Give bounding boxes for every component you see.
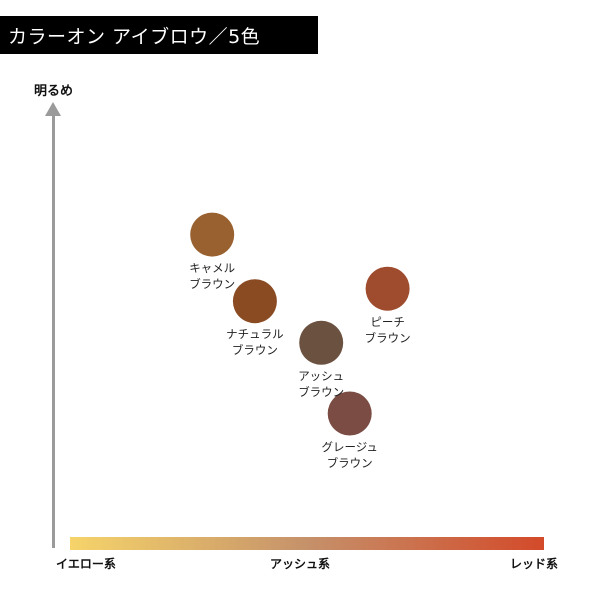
point-label-line: ブラウン <box>298 384 345 399</box>
point-label-line: ブラウン <box>326 455 373 470</box>
y-axis-label: 明るめ <box>34 84 74 99</box>
x-axis-label-red: レッド系 <box>510 557 559 571</box>
point-label-line: グレージュ <box>321 439 378 454</box>
point-label-line: ピーチ <box>370 314 405 329</box>
color-swatch-point <box>365 266 410 311</box>
y-axis-line <box>52 114 55 548</box>
point-label: アッシュ ブラウン <box>266 368 376 400</box>
point-label: グレージュ ブラウン <box>295 439 405 471</box>
point-label: ピーチ ブラウン <box>333 314 443 346</box>
x-axis-label-yellow: イエロー系 <box>56 557 116 571</box>
color-swatch-point <box>190 212 235 257</box>
color-swatch-point <box>299 320 344 365</box>
point-label-line: ブラウン <box>364 330 411 345</box>
point-label-line: ブラウン <box>189 276 236 291</box>
color-swatch-point <box>232 279 277 324</box>
point-label-line: キャメル <box>189 260 236 275</box>
color-swatch-point <box>327 391 372 436</box>
point-label: ナチュラル ブラウン <box>200 326 310 358</box>
point-label-line: アッシュ <box>298 368 345 383</box>
point-label: キャメル ブラウン <box>157 260 267 292</box>
x-axis-gradient-bar <box>70 537 544 550</box>
point-label-line: ブラウン <box>231 343 278 358</box>
chart-title: カラーオン アイブロウ／5色 <box>0 16 318 54</box>
y-axis-arrow-icon <box>45 102 61 116</box>
chart-title-text: カラーオン アイブロウ／5色 <box>8 25 261 48</box>
x-axis-label-ash: アッシュ系 <box>270 557 331 571</box>
point-label-line: ナチュラル <box>226 327 284 342</box>
